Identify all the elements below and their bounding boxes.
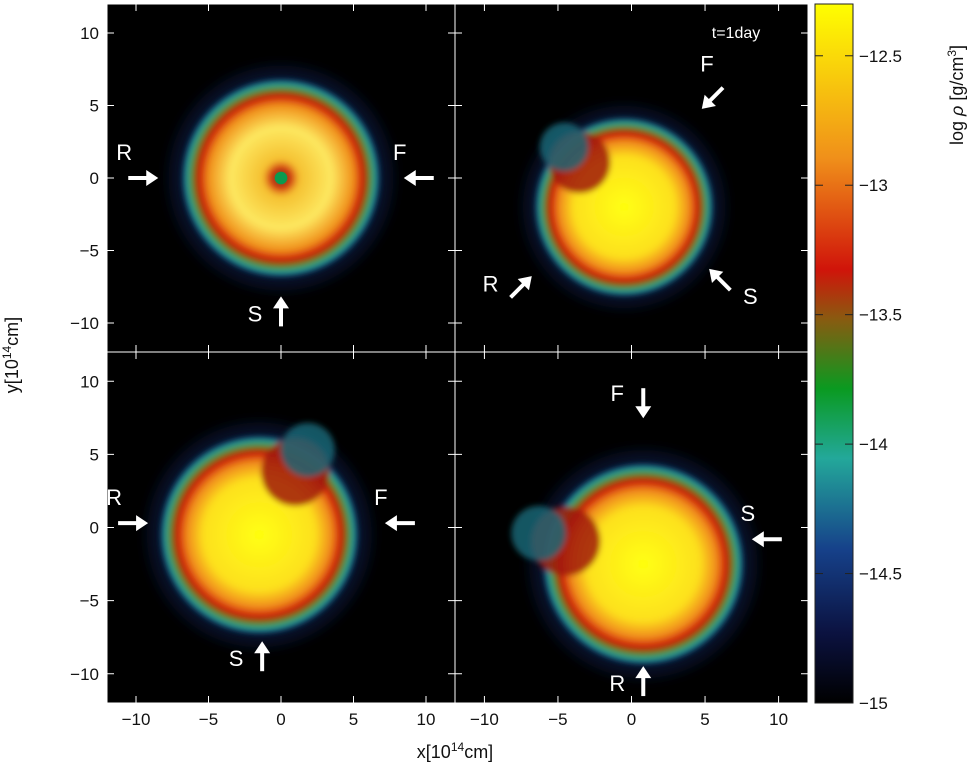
x-tick-label: 0 xyxy=(276,710,285,729)
density-blob xyxy=(158,422,360,636)
colorbar-tick-label: −13.5 xyxy=(859,306,902,325)
marker-label: S xyxy=(248,301,263,326)
marker-arrowhead xyxy=(635,406,652,419)
y-tick-label: 0 xyxy=(90,169,99,188)
marker-R: R xyxy=(106,485,149,532)
panel-ticks xyxy=(455,352,808,703)
colorbar: −12.5 −13 −13.5 −14 −14.5 −15 log ρ [g/cm3] xyxy=(814,3,967,713)
panel-ticks xyxy=(455,4,808,352)
colorbar-label: log ρ [g/cm3] xyxy=(945,45,967,145)
marker-label: R xyxy=(106,485,122,510)
marker-S: S xyxy=(248,296,289,327)
density-blob xyxy=(511,461,746,667)
y-axis-title: y[1014cm] xyxy=(0,317,22,393)
x-axis-title: x[1014cm] xyxy=(417,740,493,762)
panel-top-right: F R S xyxy=(454,3,809,353)
x-tick-label: −5 xyxy=(548,710,567,729)
x-tick-label: 5 xyxy=(700,710,709,729)
x-tick-label: 10 xyxy=(769,710,788,729)
colorbar-tick-label: −14.5 xyxy=(859,565,902,584)
y-tick-label: 10 xyxy=(80,24,99,43)
panels-layer: R F S F R S R F S F S R xyxy=(106,3,809,704)
panel-top-left: R F S xyxy=(106,3,456,353)
marker-arrowhead xyxy=(384,515,397,532)
x-tick-label: −10 xyxy=(122,710,151,729)
axes-layer: −10 −5 0 5 10 −10 −5 0 5 10 −10 −5 0 5 10 −10 −5 0 5 10 xyxy=(70,4,808,729)
marker-label: S xyxy=(743,284,758,309)
time-label: t=1day xyxy=(712,25,760,42)
marker-F: F xyxy=(374,485,415,532)
marker-arrowhead xyxy=(635,666,652,679)
marker-S: S xyxy=(709,268,758,309)
marker-label: S xyxy=(740,501,755,526)
marker-arrowhead xyxy=(403,170,416,186)
y-tick-label: 5 xyxy=(90,445,99,464)
marker-label: S xyxy=(229,646,244,671)
marker-F: F xyxy=(700,52,725,109)
x-tick-label: 10 xyxy=(417,710,436,729)
y-tick-label: 5 xyxy=(90,97,99,116)
x-tick-label: −5 xyxy=(199,710,218,729)
marker-R: R xyxy=(609,666,652,697)
marker-arrowhead xyxy=(517,276,532,291)
y-tick-label: −5 xyxy=(80,592,99,611)
colorbar-tick-label: −14 xyxy=(859,435,888,454)
marker-F: F xyxy=(611,381,652,419)
y-tick-label: −10 xyxy=(70,314,99,333)
marker-label: F xyxy=(611,381,624,406)
density-blob xyxy=(533,116,715,298)
colorbar-tick-label: −13 xyxy=(859,176,888,195)
y-tick-label: 10 xyxy=(80,372,99,391)
marker-arrowhead xyxy=(273,296,289,309)
marker-label: R xyxy=(483,271,499,296)
panel-bottom-left: R F S xyxy=(106,351,456,704)
marker-R: R xyxy=(116,140,159,186)
marker-arrowhead xyxy=(136,515,149,532)
marker-F: F xyxy=(393,140,434,186)
marker-label: F xyxy=(393,140,406,165)
marker-label: R xyxy=(116,140,132,165)
marker-arrowhead xyxy=(146,170,159,186)
marker-arrowhead xyxy=(254,641,271,654)
marker-arrowhead xyxy=(751,531,764,548)
y-tick-label: −10 xyxy=(70,665,99,684)
marker-label: F xyxy=(374,485,387,510)
marker-label: R xyxy=(609,671,625,696)
marker-S: S xyxy=(229,641,271,672)
marker-label: F xyxy=(700,52,713,77)
marker-arrowhead xyxy=(709,268,724,284)
panel-bottom-right: F S R xyxy=(454,351,809,704)
tick-labels: −10 −5 0 5 10 −10 −5 0 5 10 −10 −5 0 5 10 −10 −5 0 5 10 xyxy=(70,24,788,729)
marker-arrowhead xyxy=(701,94,716,109)
marker-R: R xyxy=(483,271,532,299)
colorbar-tick-label: −15 xyxy=(859,694,888,713)
x-tick-label: 5 xyxy=(349,710,358,729)
colorbar-tick-label: −12.5 xyxy=(859,47,902,66)
x-tick-label: −10 xyxy=(470,710,499,729)
marker-S: S xyxy=(740,501,782,548)
y-tick-label: 0 xyxy=(90,519,99,538)
panel-ticks xyxy=(107,4,455,352)
y-tick-label: −5 xyxy=(80,242,99,261)
x-tick-label: 0 xyxy=(627,710,636,729)
panel-ticks xyxy=(107,352,455,703)
colorbar-gradient xyxy=(814,3,854,704)
density-core xyxy=(274,171,288,185)
colorbar-ticks: −12.5 −13 −13.5 −14 −14.5 −15 xyxy=(815,47,902,713)
